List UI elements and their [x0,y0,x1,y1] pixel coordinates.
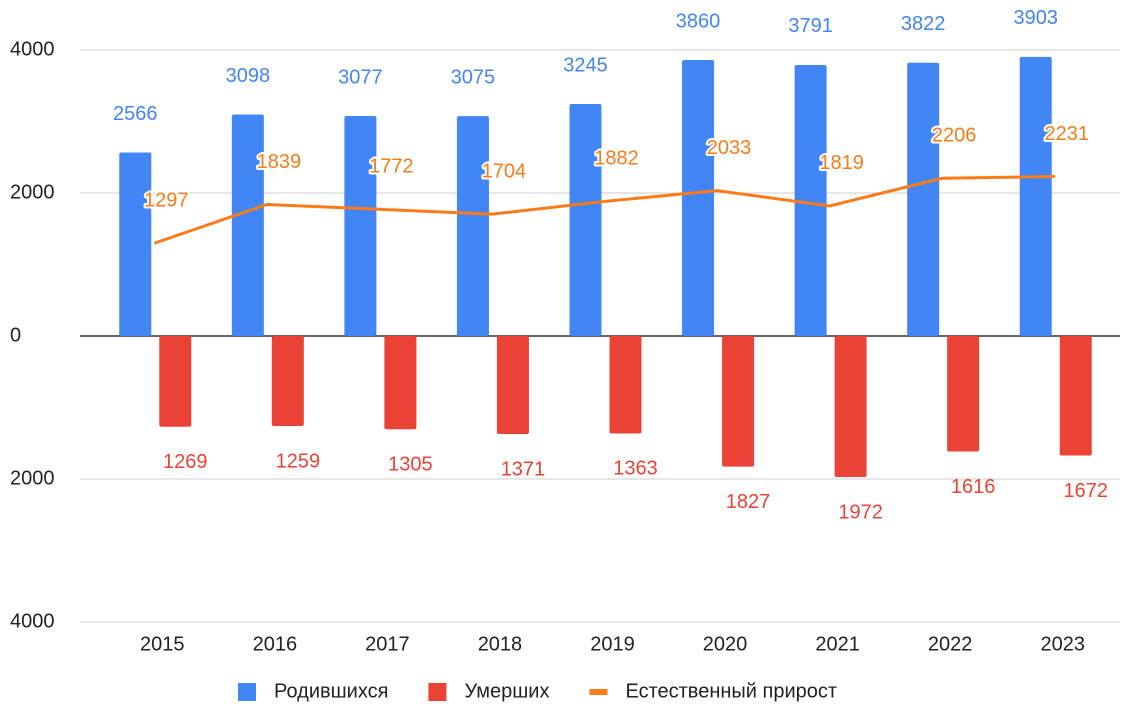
bar [119,152,152,336]
x-tick-label: 2023 [1040,633,1085,655]
data-label: 1882 [594,148,639,170]
data-label: 1819 [819,152,864,174]
data-label: 1827 [726,491,771,513]
bar [496,336,529,435]
x-tick-label: 2017 [365,633,410,655]
legend-swatch [428,683,447,701]
x-tick-label: 2016 [253,633,298,655]
x-tick-label: 2021 [815,633,860,655]
bar [569,103,602,336]
bar [682,60,715,336]
bar [159,336,192,427]
y-tick-label: 2000 [10,467,55,489]
y-tick-label: 2000 [10,181,55,203]
data-label: 3791 [788,15,833,37]
data-label: 1839 [257,151,302,173]
legend-label: Естественный прирост [625,680,837,702]
bar [907,62,940,337]
bar [947,336,980,452]
x-tick-label: 2019 [590,633,635,655]
data-label: 1297 [144,190,189,212]
legend-swatch [238,683,256,701]
x-tick-label: 2015 [140,633,185,655]
data-label: 2231 [1044,123,1089,145]
data-label: 1305 [388,454,433,476]
data-label: 1704 [482,160,527,182]
data-label: 3903 [1013,7,1058,29]
bar [794,64,827,337]
data-label: 3822 [901,13,946,35]
y-tick-label: 0 [10,324,21,346]
data-label: 2033 [707,137,752,159]
data-label: 1672 [1063,480,1108,502]
bar [231,114,264,336]
legend-label: Умерших [464,680,549,702]
data-label: 1259 [276,450,321,472]
legend-label: Родившихся [274,680,388,702]
data-label: 1371 [501,458,546,480]
bar [722,336,755,467]
bar [344,115,377,336]
y-tick-label: 4000 [10,38,55,60]
data-label: 1269 [163,451,208,473]
x-tick-label: 2020 [703,633,748,655]
bar [456,116,489,336]
bar [609,336,642,434]
data-label: 2566 [113,103,158,125]
bar [384,336,417,430]
data-label: 3077 [338,66,383,88]
data-label: 2206 [932,125,977,147]
y-tick-label: 4000 [10,610,55,632]
data-label: 3075 [451,66,496,88]
data-label: 1363 [613,458,658,480]
data-label: 1972 [838,501,883,523]
x-tick-label: 2018 [478,633,523,655]
data-label: 3860 [676,10,721,32]
bar [1059,336,1092,456]
bar [271,336,304,427]
bar [834,336,867,477]
x-tick-label: 2022 [928,633,973,655]
data-label: 3098 [226,65,271,87]
data-label: 3245 [563,54,608,76]
legend-swatch [589,689,608,695]
line [153,174,1055,245]
bar [1019,56,1052,337]
data-label: 1772 [369,156,414,178]
data-label: 1616 [951,476,996,498]
